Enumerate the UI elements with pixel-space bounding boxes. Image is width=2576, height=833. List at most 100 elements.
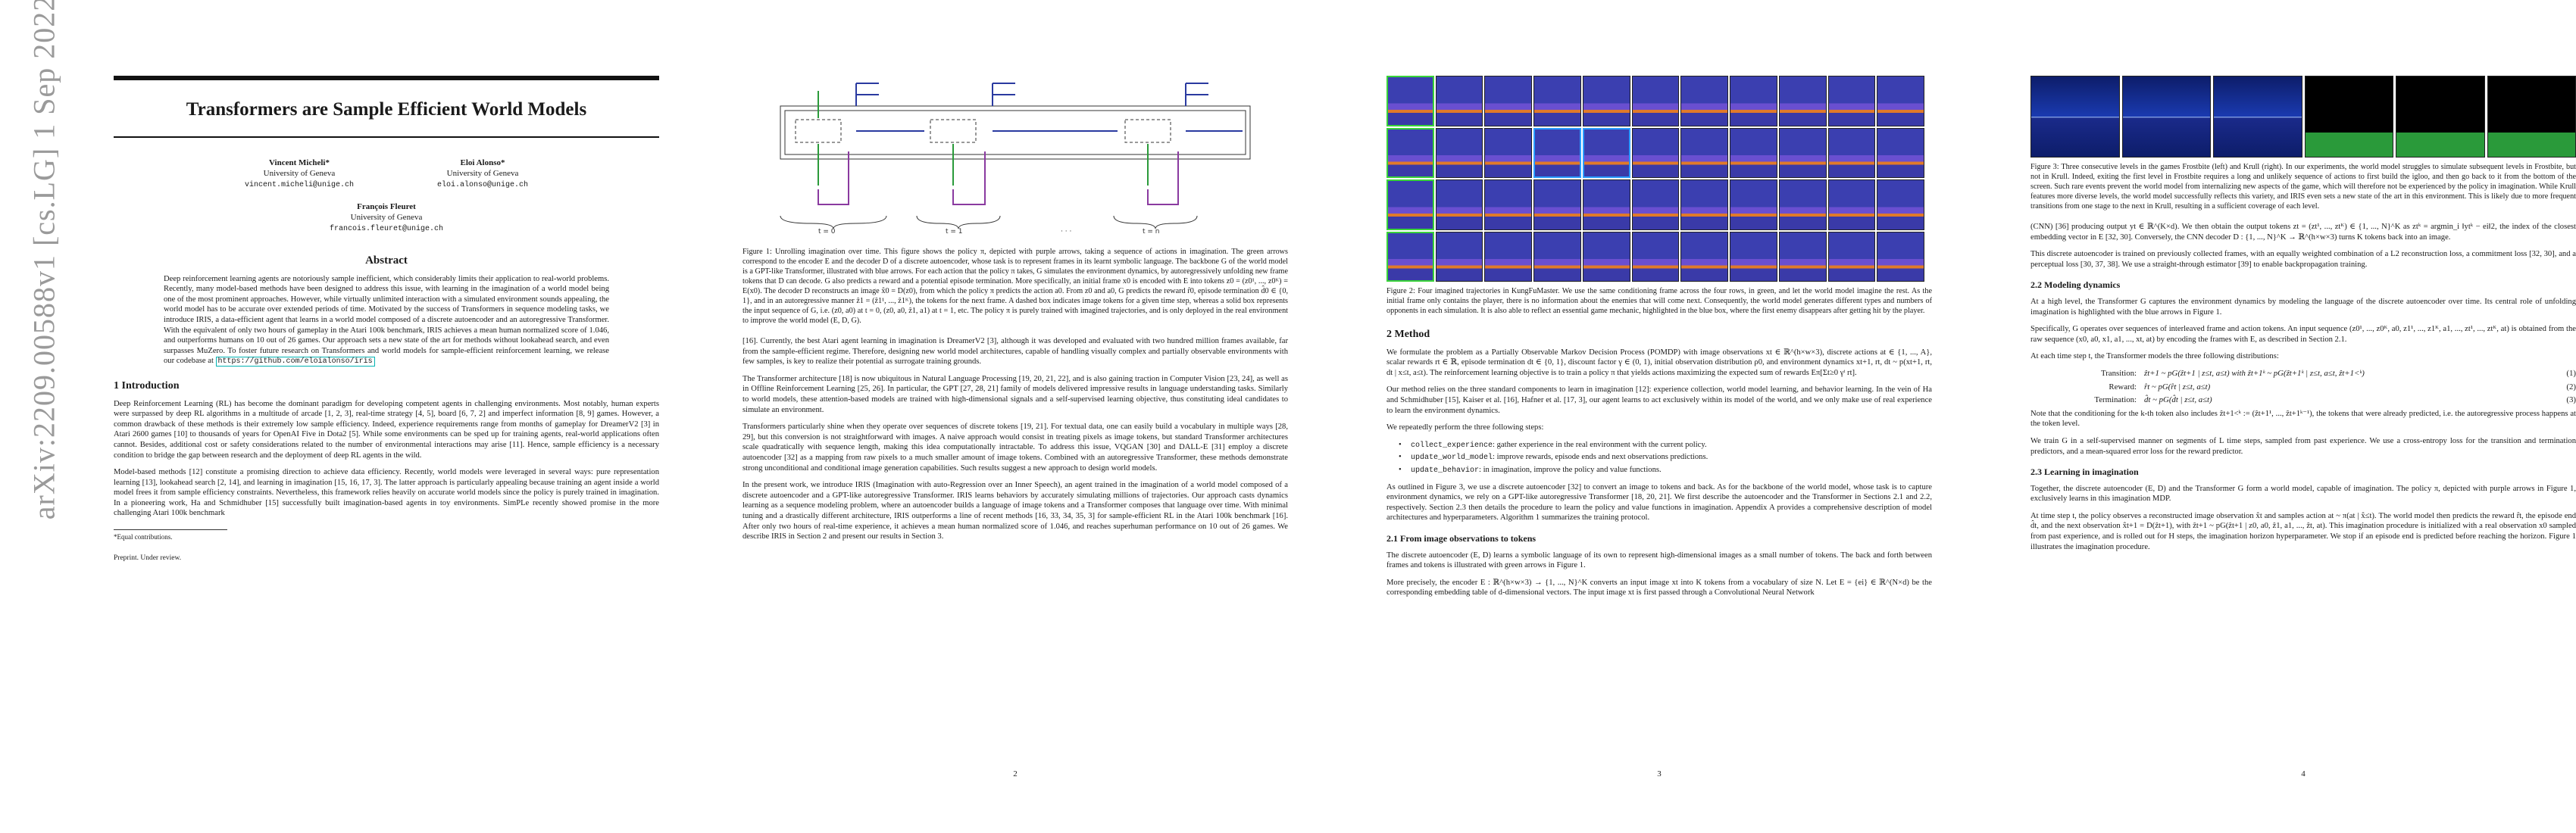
method-paragraph-6: More precisely, the encoder E : ℝ^(h×w×3…	[1386, 578, 1932, 597]
imagination-unroll-diagram	[780, 83, 1251, 229]
trajectory-frame	[1533, 76, 1581, 126]
trajectory-frame	[1435, 76, 1483, 126]
abstract-heading: Abstract	[365, 254, 408, 267]
page-number-4: 4	[2301, 769, 2306, 779]
trajectory-frame	[1631, 179, 1680, 230]
method-steps: • collect_experience: gather experience i…	[1386, 440, 1932, 476]
trajectory-frame	[1386, 76, 1434, 126]
subsection-2-1-heading: 2.1 From image observations to tokens	[1386, 532, 1537, 544]
krull-level-1	[2304, 76, 2393, 158]
method-paragraph-3: We repeatedly perform the three followin…	[1386, 423, 1544, 432]
trajectory-frame	[1582, 76, 1630, 126]
trajectory-frame	[1631, 231, 1680, 282]
trajectory-frame	[1877, 231, 1924, 282]
trajectory-frame	[1680, 76, 1729, 126]
p4-paragraph-3: At a high level, the Transformer G captu…	[2030, 297, 2576, 317]
trajectory-frame	[1877, 179, 1924, 230]
trajectory-frame	[1435, 127, 1483, 178]
trajectory-frame	[1582, 179, 1630, 230]
trajectory-frame	[1877, 76, 1924, 126]
trajectory-frame	[1730, 179, 1777, 230]
p4-paragraph-6: Note that the conditioning for the k-th …	[2030, 409, 2576, 429]
trajectory-frame	[1631, 127, 1680, 178]
method-paragraph-2: Our method relies on the three standard …	[1386, 385, 1932, 415]
figure-2-frames	[1386, 76, 1924, 282]
trajectory-frame	[1582, 231, 1630, 282]
equation-transition: Transition: ẑt+1 ~ pG(ẑt+1 | z≤t, a≤t) wi…	[2101, 368, 2576, 378]
page-4: Figure 3: Three consecutive levels in th…	[1993, 0, 2576, 833]
trajectory-frame	[1827, 179, 1876, 230]
frostbite-level-1	[2030, 76, 2120, 158]
trajectory-frame	[1484, 179, 1533, 230]
codebase-link[interactable]: https://github.com/eloialonso/iris	[215, 357, 375, 367]
step-item: • update_behavior: in imagination, improv…	[1399, 465, 1662, 475]
trajectory-frame	[1533, 179, 1581, 230]
figure-2-caption: Figure 2: Four imagined trajectories in …	[1386, 287, 1932, 315]
trajectory-frame	[1730, 127, 1777, 178]
page-number-3: 3	[1657, 769, 1662, 779]
trajectory-frame	[1386, 179, 1434, 230]
trajectory-frame	[1827, 76, 1876, 126]
equation-termination: Termination: d̂t ~ pG(d̂t | z≤t, a≤t) (3)	[2094, 395, 2576, 405]
method-paragraph-1: We formulate the problem as a Partially …	[1386, 348, 1932, 377]
p4-paragraph-9: At time step t, the policy observes a re…	[2030, 511, 2576, 551]
trajectory-frame	[1484, 127, 1533, 178]
trajectory-frame	[1680, 179, 1729, 230]
trajectory-frame	[1730, 76, 1777, 126]
p2-paragraph-a: [16]. Currently, the best Atari agent le…	[742, 337, 1288, 367]
method-paragraph-5: The discrete autoencoder (E, D) learns a…	[1386, 551, 1932, 570]
trajectory-frame	[1778, 179, 1827, 230]
trajectory-frame	[1778, 231, 1827, 282]
trajectory-frame	[1680, 231, 1729, 282]
fig1-label-tn: t = n	[1143, 228, 1160, 236]
intro-paragraph-1: Deep Reinforcement Learning (RL) has bec…	[114, 399, 659, 460]
frostbite-level-2	[2121, 76, 2211, 158]
p4-paragraph-4: Specifically, G operates over sequences …	[2030, 325, 2576, 344]
step-item: • update_world_model: improve rewards, ep…	[1399, 453, 1708, 463]
krull-level-3	[2487, 76, 2576, 158]
footnote: *Equal contributions.	[114, 529, 227, 543]
trajectory-frame	[1484, 76, 1533, 126]
section-introduction-heading: 1 Introduction	[114, 379, 180, 392]
author-1: Vincent Micheli* University of Geneva vi…	[244, 158, 354, 189]
p2-paragraph-d: In the present work, we introduce IRIS (…	[742, 481, 1288, 541]
trajectory-frame	[1730, 231, 1777, 282]
trajectory-frame	[1827, 231, 1876, 282]
trajectory-frame	[1827, 127, 1876, 178]
step-item: • collect_experience: gather experience i…	[1399, 440, 1707, 450]
fig1-label-t0: t = 0	[818, 228, 836, 236]
author-2: Eloi Alonso* University of Geneva eloi.a…	[437, 158, 529, 189]
page-1: Transformers are Sample Efficient World …	[76, 0, 697, 833]
p4-paragraph-7: We train G in a self-supervised manner o…	[2030, 436, 2576, 456]
trajectory-frame	[1533, 127, 1581, 178]
trajectory-frame	[1533, 231, 1581, 282]
equations: Transition: ẑt+1 ~ pG(ẑt+1 | z≤t, a≤t) wi…	[2030, 369, 2576, 406]
trajectory-frame	[1877, 127, 1924, 178]
trajectory-frame	[1680, 127, 1729, 178]
page-number-2: 2	[1013, 769, 1018, 779]
title-rule-top	[114, 76, 659, 80]
subsection-2-3-heading: 2.3 Learning in imagination	[2030, 466, 2139, 478]
fig1-label-t1: t = 1	[946, 228, 963, 236]
author-3: François Fleuret University of Geneva fr…	[329, 202, 444, 233]
figure-1-caption: Figure 1: Unrolling imagination over tim…	[742, 248, 1288, 325]
trajectory-frame	[1484, 231, 1533, 282]
p2-paragraph-c: Transformers particularly shine when the…	[742, 423, 1288, 473]
preprint-note: Preprint. Under review.	[114, 554, 182, 562]
trajectory-frame	[1435, 231, 1483, 282]
p4-paragraph-1: (CNN) [36] producing output yt ∈ ℝ^(K×d)…	[2030, 223, 2576, 242]
abstract: Deep reinforcement learning agents are n…	[164, 274, 609, 367]
title-rule-bottom	[114, 136, 659, 138]
figure-1-diagram: t = 0 t = 1 · · · t = n	[742, 76, 1288, 242]
krull-level-2	[2396, 76, 2485, 158]
trajectory-frame	[1386, 231, 1434, 282]
trajectory-frame	[1778, 76, 1827, 126]
subsection-2-2-heading: 2.2 Modeling dynamics	[2030, 279, 2121, 291]
p4-paragraph-2: This discrete autoencoder is trained on …	[2030, 250, 2576, 269]
p4-paragraph-5: At each time step t, the Transformer mod…	[2030, 352, 2279, 361]
figure-3-caption: Figure 3: Three consecutive levels in th…	[2030, 163, 2576, 211]
section-method-heading: 2 Method	[1386, 329, 1430, 340]
p2-paragraph-b: The Transformer architecture [18] is now…	[742, 374, 1288, 414]
intro-paragraph-2: Model-based methods [12] constitute a pr…	[114, 468, 659, 518]
frostbite-level-3	[2213, 76, 2302, 158]
